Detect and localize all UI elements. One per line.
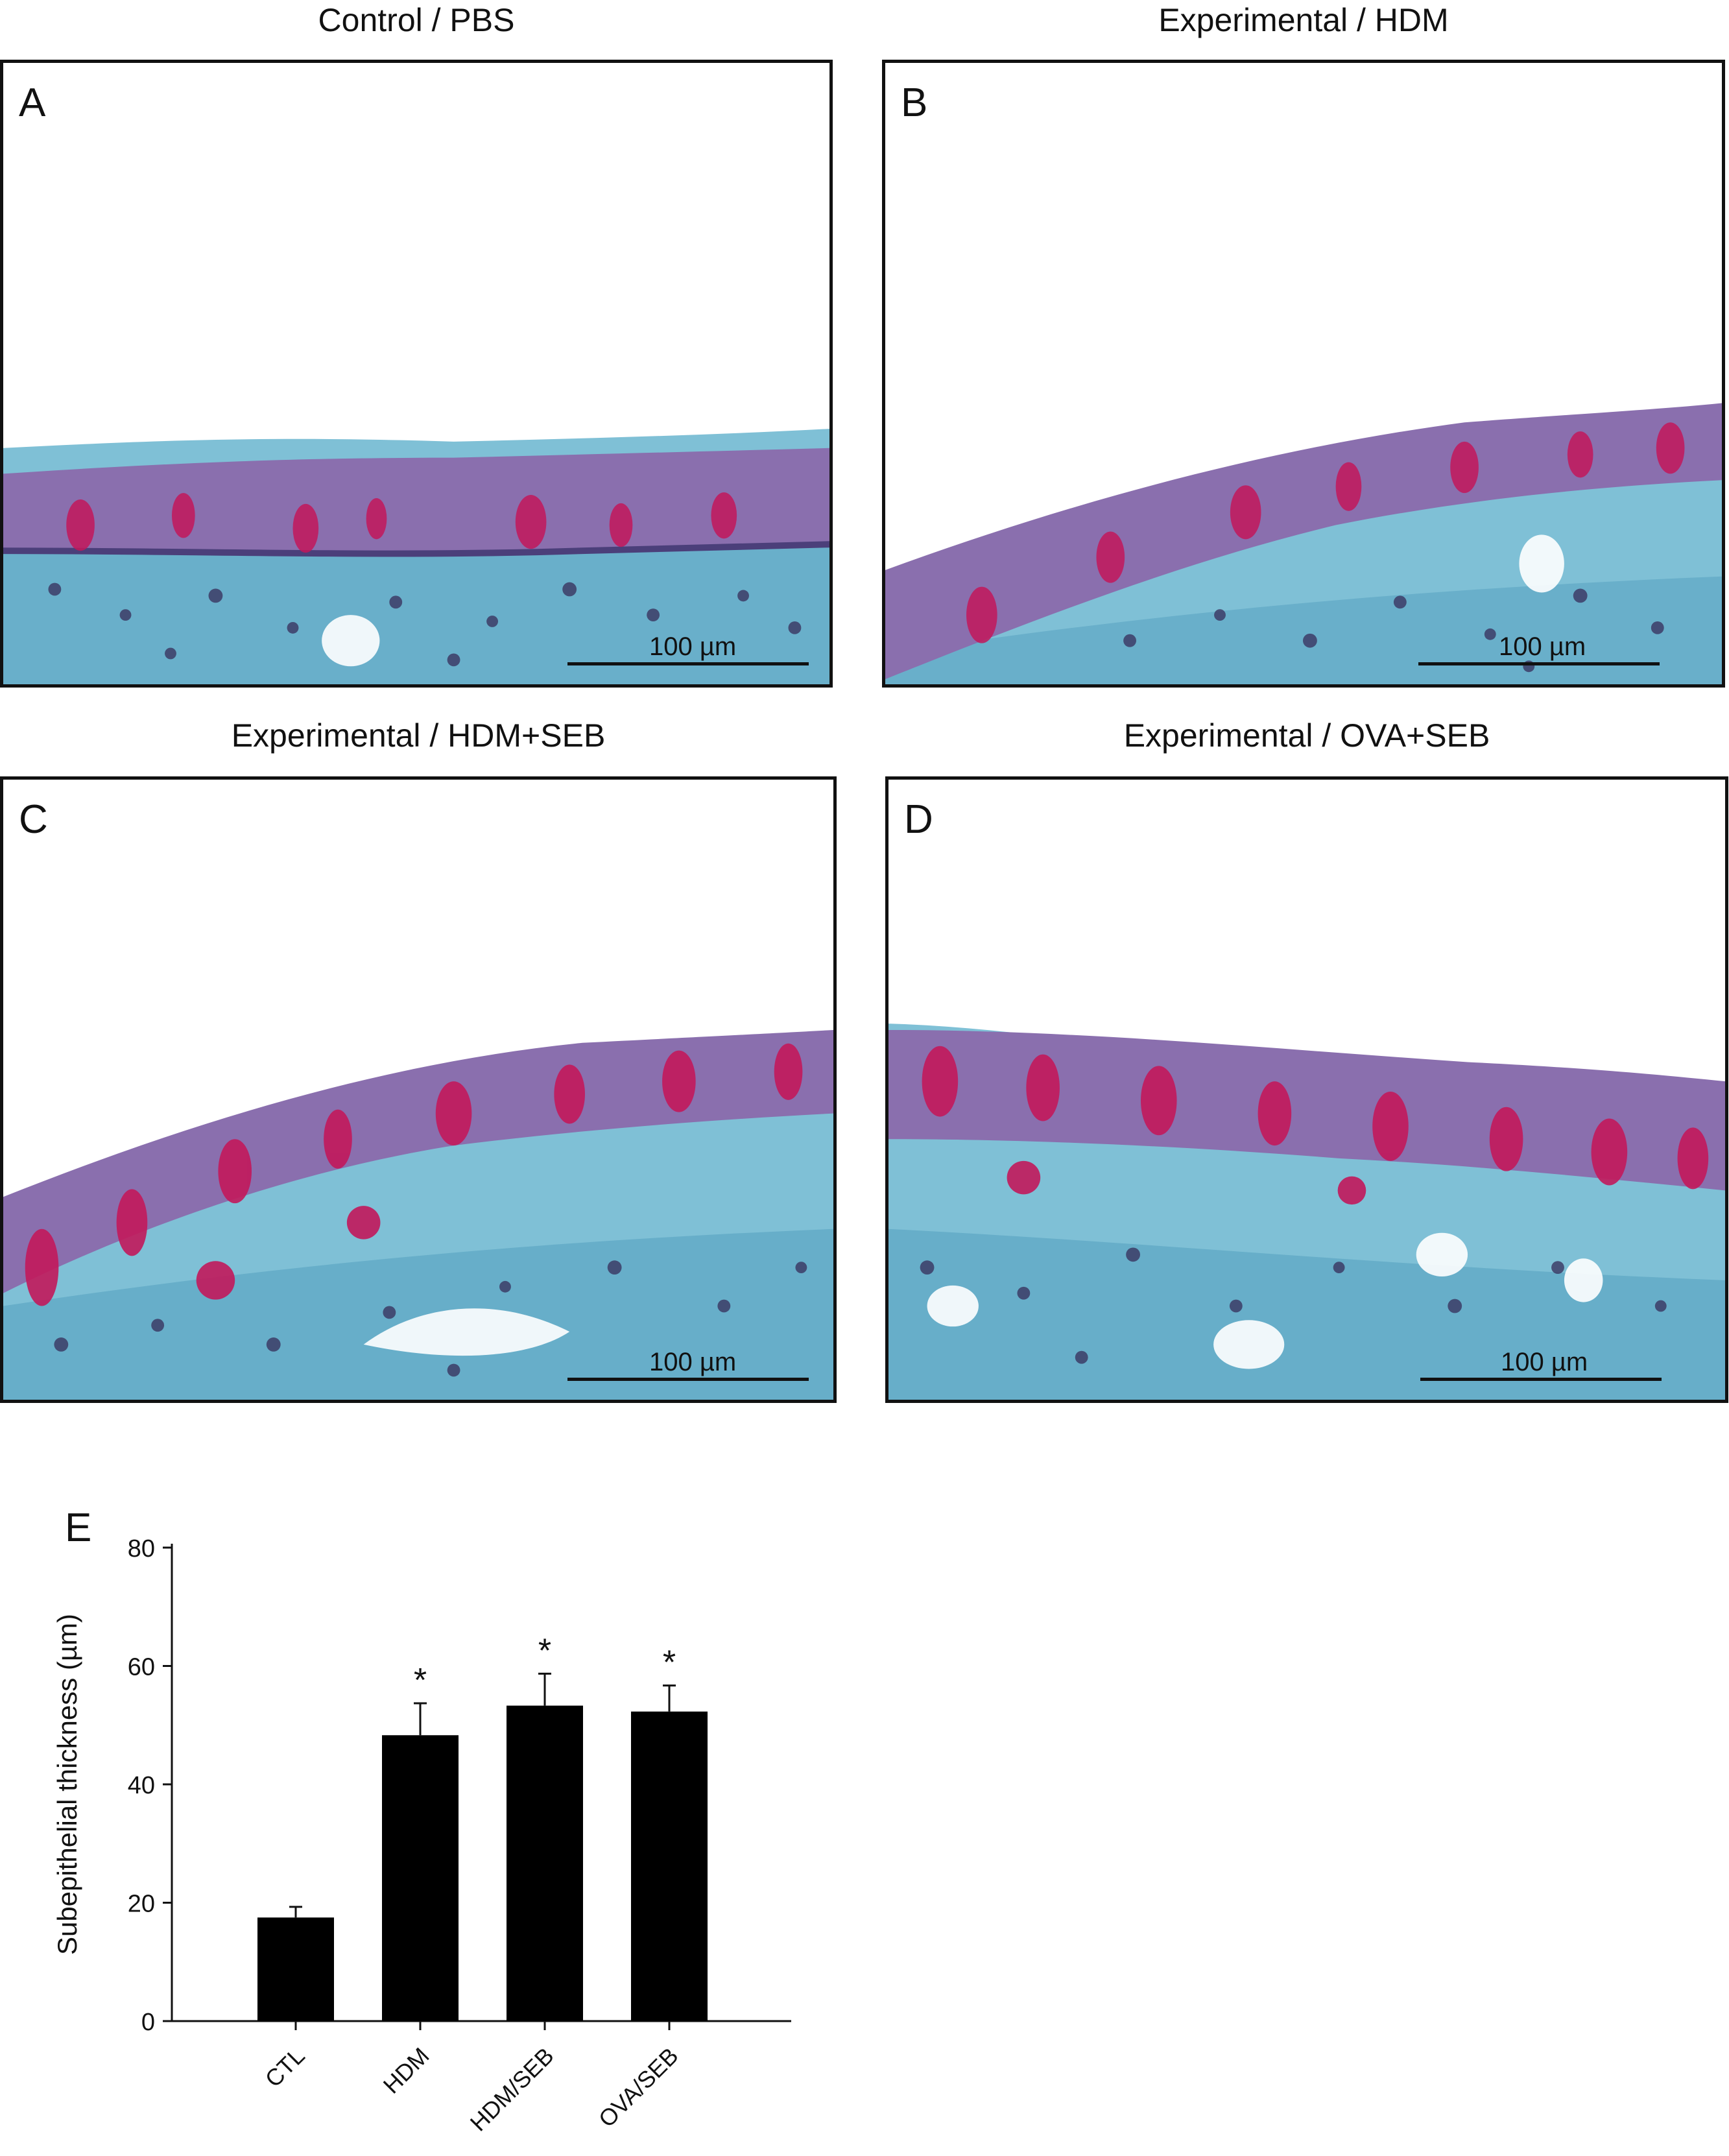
panel-d-micrograph: D 100 µm (885, 776, 1728, 1403)
panel-b-scale-bar (1418, 662, 1660, 665)
panel-a-micrograph: A 100 µm (0, 60, 833, 688)
tissue-image-c (3, 1029, 833, 1400)
panel-c-scale-bar (567, 1378, 809, 1381)
panel-a-letter: A (19, 80, 46, 125)
y-tick-label: 80 (128, 1535, 155, 1563)
bar (631, 1711, 708, 2021)
bar (257, 1917, 334, 2021)
significance-marker: * (414, 1662, 427, 1699)
y-axis-label: Subepithelial thickness (µm) (52, 1614, 82, 1955)
panel-a-scale-bar (567, 662, 809, 665)
y-tick-label: 0 (141, 2009, 155, 2036)
significance-marker: * (538, 1632, 551, 1670)
bar (382, 1735, 459, 2021)
panel-a-title: Control / PBS (318, 2, 515, 38)
tissue-image-b (885, 403, 1722, 684)
panel-d-letter: D (904, 797, 933, 842)
panel-c-letter: C (19, 797, 48, 842)
panel-b-title: Experimental / HDM (1158, 2, 1449, 38)
y-tick-label: 40 (128, 1772, 155, 1799)
panel-b-micrograph: B 100 µm (882, 60, 1725, 688)
panel-c-title: Experimental / HDM+SEB (231, 717, 606, 754)
panel-b-letter: B (901, 80, 928, 125)
x-tick-label: OVA/SEB (593, 2042, 684, 2133)
panel-c-micrograph: C 100 µm (0, 776, 837, 1403)
panel-d-scale-label: 100 µm (1501, 1348, 1588, 1376)
tissue-image-a (3, 429, 829, 684)
panel-b-scale-label: 100 µm (1499, 632, 1586, 661)
y-tick-label: 20 (128, 1891, 155, 1918)
panel-c-scale-label: 100 µm (649, 1348, 737, 1376)
x-tick-label: CTL (260, 2042, 310, 2092)
panel-e-letter: E (65, 1505, 91, 1550)
significance-marker: * (663, 1644, 676, 1682)
x-tick-label: HDM (378, 2042, 435, 2099)
bar (507, 1705, 583, 2021)
thickness-bar-chart: E 0 20 40 60 80 Subepithelial thickness (µm) CT… (52, 1505, 791, 2137)
panel-d-scale-bar (1420, 1378, 1662, 1381)
x-tick-label: HDM/SEB (465, 2042, 559, 2137)
y-tick-label: 60 (128, 1654, 155, 1681)
tissue-image-d (888, 1024, 1725, 1400)
panel-a-scale-label: 100 µm (649, 632, 737, 661)
panel-d-title: Experimental / OVA+SEB (1123, 717, 1490, 754)
